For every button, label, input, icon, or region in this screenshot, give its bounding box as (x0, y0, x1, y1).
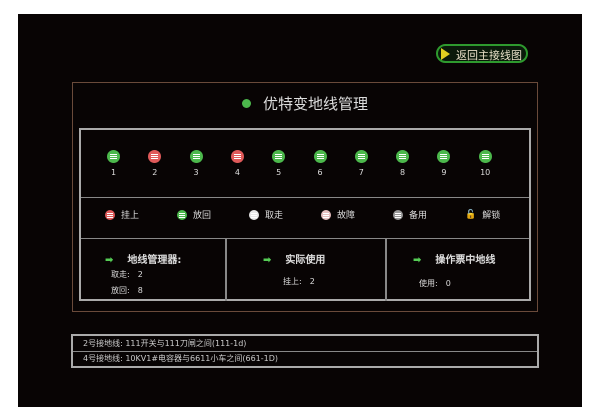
ground-status-box: 1 2 3 4 5 6 7 8 9 10 挂上 放回 取走 故障 备用 🔓 解锁 ➡ 地线管理器: 取走: 2 放… (79, 128, 531, 301)
arrow-right-icon: ➡ (413, 255, 422, 266)
legend-label: 故障 (337, 211, 356, 221)
ground-number: 1 (110, 168, 117, 177)
legend-label: 取走 (265, 211, 284, 221)
used-value: 使用: 0 (419, 279, 451, 288)
divider (81, 197, 529, 198)
hung-value: 挂上: 2 (283, 277, 315, 286)
ground-info-list: 2号接地线: 111开关与111刀闸之间(111-1d) 4号接地线: 10KV… (71, 334, 539, 368)
returned-value: 放回: 8 (111, 286, 143, 295)
fault-icon (321, 209, 331, 220)
ground-green-icon[interactable] (313, 150, 327, 163)
ground-green-icon (177, 209, 187, 220)
ground-green-icon[interactable] (437, 150, 451, 163)
ground-management-panel: 优特变地线管理 1 2 3 4 5 6 7 8 9 10 挂上 放回 取走 故障 备用 🔓 解锁 ➡ 地线管理器… (72, 82, 538, 312)
ground-number: 6 (317, 168, 323, 177)
ground-red-icon[interactable] (230, 150, 244, 163)
ground-red-icon (105, 209, 115, 220)
status-dot-icon (241, 99, 251, 108)
ground-gray-icon (393, 209, 403, 220)
ground-green-icon[interactable] (478, 150, 492, 163)
back-to-main-diagram-button[interactable]: 返回主接线图 (436, 44, 528, 63)
ground-red-icon[interactable] (148, 150, 162, 163)
ground-green-icon[interactable] (396, 150, 410, 163)
ground-number: 9 (441, 168, 447, 177)
ground-green-icon[interactable] (272, 150, 286, 163)
ground-white-icon (249, 209, 259, 220)
arrow-right-icon: ➡ (263, 255, 272, 266)
ground-number: 10 (480, 168, 491, 177)
list-item: 4号接地线: 10KV1#电容器与6611小车之间(661-1D) (83, 354, 279, 363)
card-ticket: ➡ 操作票中地线 使用: 0 (387, 239, 529, 301)
divider (81, 238, 529, 239)
unlock-icon: 🔓 (465, 209, 477, 220)
legend-item: 故障 (321, 208, 355, 221)
legend-item: 放回 (177, 208, 211, 221)
ground-number: 8 (400, 168, 406, 177)
card-manager: ➡ 地线管理器: 取走: 2 放回: 8 (81, 239, 227, 301)
legend-label: 解锁 (482, 211, 501, 221)
ground-number: 5 (276, 168, 282, 177)
title-text: 优特变地线管理 (262, 95, 368, 113)
ground-green-icon[interactable] (107, 150, 120, 163)
card-actual: ➡ 实际使用 挂上: 2 (227, 239, 387, 301)
card-title: 地线管理器: (127, 255, 182, 266)
ground-number: 2 (152, 168, 158, 177)
taken-value: 取走: 2 (111, 270, 143, 279)
arrow-right-icon: ➡ (105, 255, 114, 266)
back-button-label: 返回主接线图 (456, 49, 522, 62)
play-icon (441, 48, 450, 60)
ground-number: 3 (193, 168, 199, 177)
legend-label: 挂上 (121, 211, 140, 221)
legend-label: 放回 (193, 211, 212, 221)
legend-item: 🔓 解锁 (465, 208, 501, 222)
screen: 返回主接线图 优特变地线管理 1 2 3 4 5 6 7 8 9 10 挂上 放回 取走 故障 备用 🔓 解锁… (18, 14, 582, 407)
legend-label: 备用 (409, 211, 428, 221)
ground-number: 4 (234, 168, 240, 177)
legend-item: 取走 (249, 208, 283, 221)
ground-green-icon[interactable] (189, 150, 203, 163)
legend-item: 挂上 (105, 208, 139, 221)
ground-green-icon[interactable] (354, 150, 368, 163)
list-item: 2号接地线: 111开关与111刀闸之间(111-1d) (73, 336, 537, 352)
card-title: 操作票中地线 (435, 255, 496, 266)
card-title: 实际使用 (285, 255, 326, 266)
legend-item: 备用 (393, 208, 427, 221)
ground-number: 7 (358, 168, 364, 177)
page-title: 优特变地线管理 (73, 93, 537, 114)
